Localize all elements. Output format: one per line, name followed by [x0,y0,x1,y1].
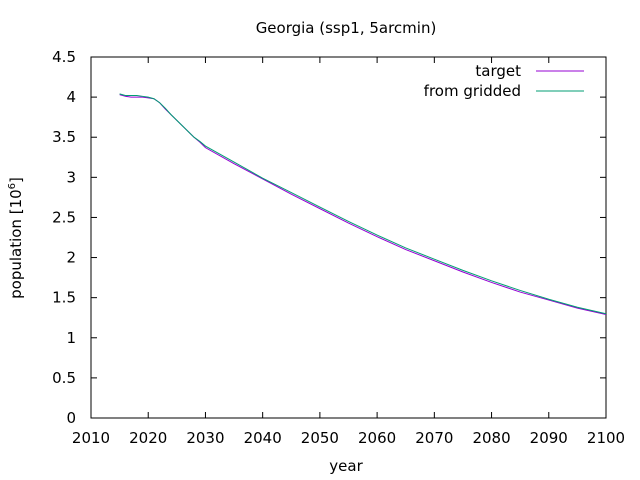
chart-title: Georgia (ssp1, 5arcmin) [256,19,437,37]
x-tick-label: 2090 [530,429,568,447]
y-tick-label: 1 [66,329,76,347]
legend-label: from gridded [424,82,521,100]
y-tick-label: 3.5 [52,128,76,146]
y-axis-label-exponent: 6 [7,183,18,189]
y-tick-label: 4.5 [52,48,76,66]
y-tick-label: 1.5 [52,289,76,307]
x-axis-label: year [329,457,363,475]
plot-border [90,56,607,419]
series-line-target [119,94,607,315]
x-tick-label: 2020 [129,429,167,447]
x-tick-label: 2070 [415,429,453,447]
x-tick-label: 2060 [358,429,396,447]
x-tick-label: 2040 [244,429,282,447]
y-tick-label: 0.5 [52,369,76,387]
x-tick-label: 2100 [587,429,625,447]
x-tick-label: 2030 [186,429,224,447]
y-axis-label-close: ] [7,177,25,183]
series-line-from-gridded [119,93,607,315]
x-tick-label: 2080 [472,429,510,447]
y-tick-label: 4 [66,88,76,106]
y-axis-label-text: population [10 [7,189,25,299]
x-tick-label: 2010 [72,429,110,447]
y-tick-label: 0 [66,409,76,427]
y-tick-label: 2.5 [52,208,76,226]
x-tick-label: 2050 [301,429,339,447]
y-tick-label: 2 [66,249,76,267]
legend-label: target [475,62,521,80]
y-tick-label: 3 [66,168,76,186]
y-axis-label: population [106] [7,177,25,299]
